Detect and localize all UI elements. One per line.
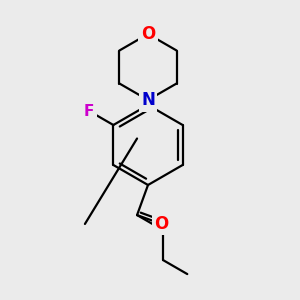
Text: O: O bbox=[141, 25, 155, 43]
Text: N: N bbox=[141, 91, 155, 109]
Text: O: O bbox=[154, 215, 169, 233]
Text: F: F bbox=[84, 103, 94, 118]
